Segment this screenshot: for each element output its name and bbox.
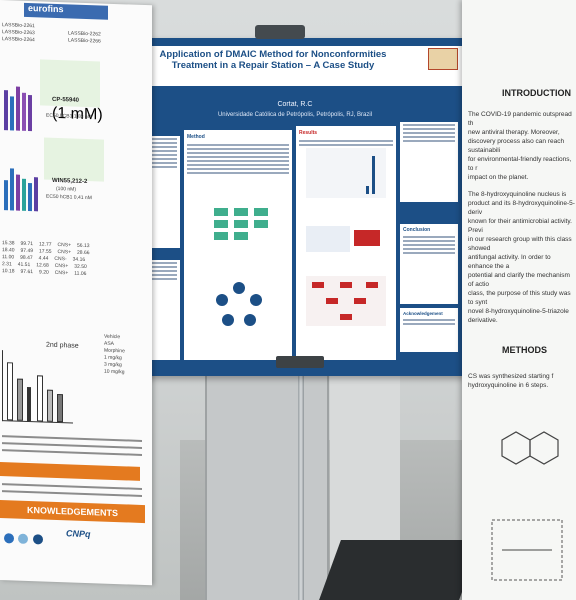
poster-column-method: Method	[184, 130, 292, 360]
left-bar-chart-1	[2, 70, 38, 132]
poster-column-conclusion: Conclusion	[400, 224, 458, 304]
poster-affiliation: Universidade Católica de Petrópolis, Pet…	[217, 112, 373, 118]
phase-label: 2nd phase	[46, 341, 79, 350]
method-figure-block	[214, 232, 228, 240]
left-poster-text	[2, 430, 142, 461]
cnpq-logo: CNPq	[66, 528, 91, 540]
left-bar-chart-2	[2, 160, 42, 212]
left-poster-text-2	[2, 478, 142, 502]
compound2-name: WIN55,212-2	[52, 177, 88, 186]
results-red-table	[354, 230, 380, 246]
poster-header	[128, 46, 462, 86]
right-poster-methods-heading: METHODS	[502, 345, 547, 355]
right-poster: INTRODUCTION The COVID-19 pandemic outsp…	[462, 0, 576, 600]
method-figure-block	[234, 220, 248, 228]
left-bar-chart-3	[2, 350, 73, 424]
left-chart-legend: Vehicle ASA Morphine 1 mg/kg 3 mg/kg 10 …	[104, 333, 125, 376]
poster-stand-pole	[298, 365, 304, 600]
compound2-dose: (100 nM)	[56, 185, 77, 193]
university-logo	[428, 48, 458, 70]
results-chart	[306, 148, 386, 198]
method-figure-block	[254, 208, 268, 216]
poster-stand-holder	[276, 356, 324, 368]
compound-structure-2	[44, 137, 104, 182]
dmaic-cycle-diagram	[216, 282, 262, 326]
method-figure-block	[234, 232, 248, 240]
left-data-table: 15.38 99.71 12.77 CNS+ 56.13 18.40 97.49 17.55…	[2, 240, 132, 280]
poster-author: Cortat, R.C	[277, 101, 313, 108]
floor-mat	[319, 540, 481, 600]
results-table	[306, 226, 350, 252]
poster-column-acknowledgement: Acknowledgement	[400, 308, 458, 352]
eurofins-logo: eurofins	[24, 2, 108, 20]
section-method-heading: Method	[187, 134, 205, 140]
main-poster: Application of DMAIC Method for Nonconfo…	[128, 38, 462, 376]
section-conclusion-heading: Conclusion	[403, 227, 431, 233]
poster-column-analysis	[400, 122, 458, 202]
method-figure-block	[254, 220, 268, 228]
left-poster: eurofins LASSBio-2261 LASSBio-2263 LASSB…	[0, 0, 152, 586]
method-figure-block	[234, 208, 248, 216]
background-door	[205, 360, 329, 600]
compound2-ec50: EC50 hCB1 0,41 nM	[46, 193, 92, 202]
poster-column-results: Results	[296, 126, 396, 360]
left-poster-legend-2: LASSBio-2262 LASSBio-2266	[68, 30, 101, 45]
method-figure-block	[214, 220, 228, 228]
section-acknowledgement-heading: Acknowledgement	[403, 311, 443, 316]
right-poster-intro-heading: INTRODUCTION	[502, 88, 571, 98]
poster-title: Application of DMAIC Method for Nonconfo…	[159, 49, 387, 71]
results-flowchart	[306, 276, 386, 326]
acknowledgements-heading: KNOWLEDGEMENTS	[0, 500, 145, 524]
chemical-structure-diagram	[491, 431, 563, 581]
poster-stand-clip	[255, 25, 305, 39]
right-poster-intro-text: The COVID-19 pandemic outspread th new a…	[468, 111, 575, 324]
section-results-heading: Results	[299, 130, 318, 136]
compound1-name: CP-55940	[52, 96, 80, 104]
right-poster-methods-text: CS was synthesized starting f hydroxyqui…	[468, 373, 554, 389]
sponsor-logos	[4, 530, 54, 545]
method-figure-block	[214, 208, 228, 216]
